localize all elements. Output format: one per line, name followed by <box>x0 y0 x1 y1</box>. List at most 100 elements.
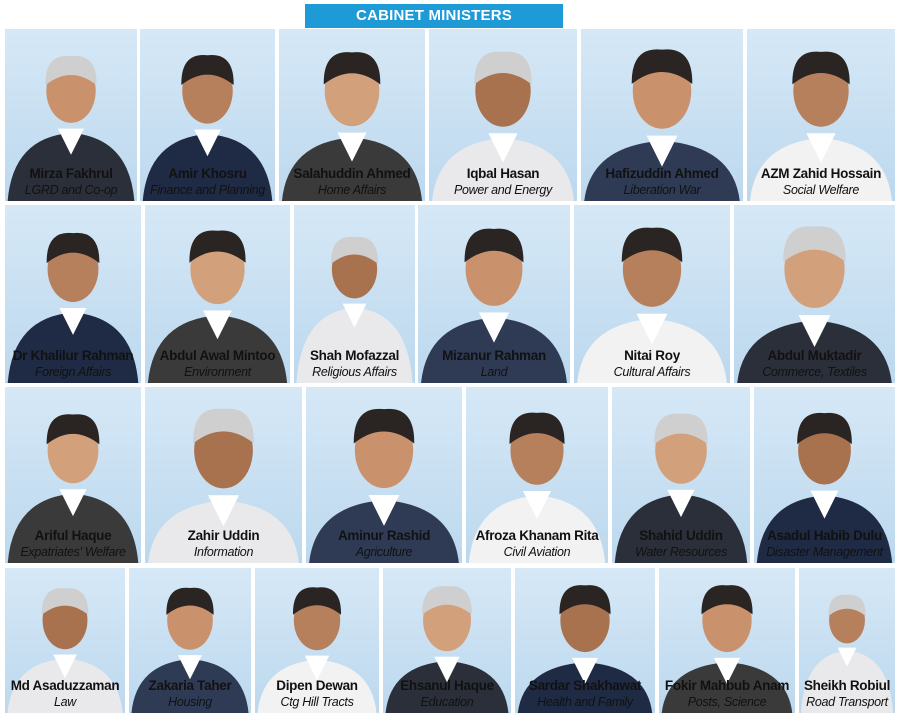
minister-name: Hafizuddin Ahmed <box>605 166 719 181</box>
portrait <box>800 594 894 713</box>
portrait <box>7 55 135 201</box>
minister-name: Shah Mofazzal <box>309 348 400 363</box>
minister-portfolio: Education <box>420 695 474 709</box>
portrait-body <box>661 662 793 713</box>
minister-card: Shahid Uddin Water Resources <box>612 387 750 563</box>
minister-name: Iqbal Hasan <box>466 166 540 181</box>
portrait-collar <box>667 489 695 518</box>
caption: Dr Khalilur Rahman Foreign Affairs <box>5 348 141 380</box>
caption: Abdul Awal Mintoo Environment <box>145 348 290 380</box>
portrait <box>7 588 123 713</box>
caption: Dipen Dewan Ctg Hill Tracts <box>255 678 379 710</box>
portrait-hair <box>654 413 708 445</box>
portrait-hair <box>45 55 97 86</box>
minister-name: Salahuddin Ahmed <box>293 166 411 181</box>
portrait <box>749 51 893 201</box>
caption: AZM Zahid Hossain Social Welfare <box>747 166 895 198</box>
caption: Hafizuddin Ahmed Liberation War <box>581 166 743 198</box>
minister-portfolio: Ctg Hill Tracts <box>280 695 354 709</box>
minister-name: Sardar Shakhawat <box>528 678 642 693</box>
minister-card: Zakaria Taher Housing <box>129 568 251 713</box>
portrait <box>614 413 748 563</box>
minister-card: Asadul Habib Dulu Disaster Management <box>754 387 895 563</box>
portrait <box>468 412 606 563</box>
minister-card: Shah Mofazzal Religious Affairs <box>294 205 415 383</box>
minister-name: Abdul Muktadir <box>767 348 862 363</box>
portrait-body <box>147 315 288 383</box>
minister-name: Dr Khalilur Rahman <box>12 348 134 363</box>
portrait <box>421 228 567 383</box>
minister-portfolio: Agriculture <box>355 545 413 559</box>
portrait-hair <box>41 588 89 615</box>
portrait-hair <box>46 414 100 445</box>
portrait-collar <box>59 489 87 517</box>
minister-name: Afroza Khanam Rita <box>475 528 599 543</box>
portrait-hair <box>783 226 846 262</box>
minister-portfolio: Information <box>193 545 254 559</box>
minister-portfolio: Disaster Management <box>766 545 883 559</box>
minister-portfolio: Religious Affairs <box>312 365 397 379</box>
minister-card: Fokir Mahbub Anam Posts, Science <box>659 568 795 713</box>
minister-card: Dr Khalilur Rahman Foreign Affairs <box>5 205 141 383</box>
minister-name: Fokir Mahbub Anam <box>664 678 790 693</box>
portrait-hair <box>701 585 753 615</box>
title-banner: CABINET MINISTERS <box>305 4 563 28</box>
portrait-body <box>309 500 459 563</box>
portrait-collar <box>478 312 510 343</box>
portrait-collar <box>713 657 741 684</box>
portrait-collar <box>522 490 552 520</box>
portrait-body <box>517 662 653 713</box>
minister-portfolio: Law <box>53 695 77 709</box>
minister-portfolio: LGRD and Co-op <box>24 183 118 197</box>
minister-portfolio: Power and Energy <box>453 183 553 197</box>
portrait-hair <box>189 230 246 263</box>
minister-card: Salahuddin Ahmed Home Affairs <box>279 29 425 201</box>
portrait-body <box>468 495 606 563</box>
portrait-hair <box>828 594 866 616</box>
portrait <box>309 408 459 563</box>
portrait-hair <box>631 49 693 85</box>
caption: Salahuddin Ahmed Home Affairs <box>279 166 425 198</box>
minister-portfolio: Expatriates' Welfare <box>20 545 126 559</box>
minister-card: Nitai Roy Cultural Affairs <box>574 205 730 383</box>
portrait <box>584 49 740 201</box>
caption: Afroza Khanam Rita Civil Aviation <box>466 528 608 560</box>
portrait-hair <box>166 587 214 615</box>
minister-portfolio: Home Affairs <box>317 183 387 197</box>
portrait-hair <box>464 228 524 263</box>
portrait-body <box>385 661 509 713</box>
portrait <box>281 52 423 201</box>
minister-card: AZM Zahid Hossain Social Welfare <box>747 29 895 201</box>
portrait <box>431 51 575 201</box>
portrait-hair <box>353 408 415 444</box>
portrait-collar <box>810 490 839 519</box>
portrait-body <box>296 307 413 383</box>
portrait-hair <box>792 51 850 85</box>
portrait <box>7 232 139 383</box>
portrait-collar <box>806 133 836 163</box>
minister-name: Ehsanul Haque <box>400 678 494 693</box>
minister-portfolio: Liberation War <box>623 183 701 197</box>
caption: Sardar Shakhawat Health and Family <box>515 678 655 710</box>
caption: Mizanur Rahman Land <box>418 348 570 380</box>
portrait-hair <box>193 408 254 444</box>
portrait-collar <box>798 315 831 348</box>
portrait-body <box>577 318 727 383</box>
portrait-collar <box>337 132 367 162</box>
portrait-body <box>737 320 892 383</box>
minister-portfolio: Posts, Science <box>687 695 767 709</box>
minister-card: Amir Khosru Finance and Planning <box>140 29 275 201</box>
portrait-body <box>800 650 894 713</box>
caption: Zakaria Taher Housing <box>129 678 251 710</box>
portrait-hair <box>331 236 378 264</box>
portrait-collar <box>207 495 240 527</box>
portrait-collar <box>646 135 678 167</box>
minister-name: Aminur Rashid <box>337 528 431 543</box>
portrait <box>257 587 377 713</box>
caption: Shah Mofazzal Religious Affairs <box>294 348 415 380</box>
portrait-hair <box>46 232 100 264</box>
portrait-body <box>7 133 135 201</box>
portrait-body <box>142 133 273 201</box>
minister-name: Shahid Uddin <box>639 528 723 543</box>
